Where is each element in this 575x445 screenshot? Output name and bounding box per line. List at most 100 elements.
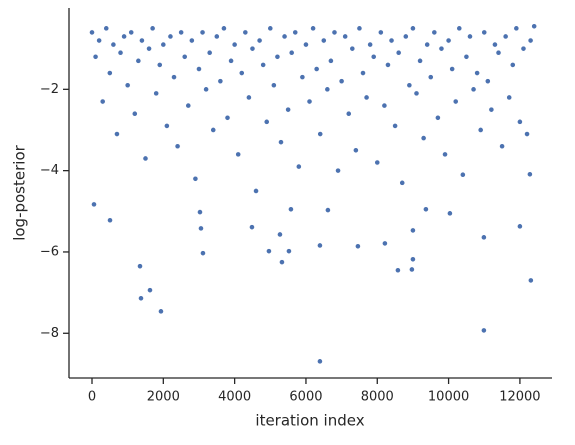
- point: [442, 151, 448, 158]
- point: [402, 33, 409, 40]
- point: [288, 206, 294, 213]
- point: [200, 250, 206, 257]
- point: [178, 29, 185, 36]
- x-tick-label: 12000: [499, 390, 540, 405]
- point: [395, 267, 401, 274]
- point: [142, 155, 149, 162]
- point: [171, 74, 177, 81]
- point: [320, 37, 327, 44]
- point: [474, 70, 481, 76]
- point: [266, 248, 272, 255]
- point: [363, 94, 370, 101]
- point: [156, 62, 163, 68]
- point: [342, 33, 349, 40]
- point: [279, 259, 285, 266]
- point: [408, 266, 415, 273]
- point: [249, 224, 255, 231]
- point: [480, 234, 487, 241]
- y-tick-label: −6: [40, 244, 59, 259]
- y-tick-label: −2: [40, 82, 59, 97]
- point: [527, 277, 534, 284]
- point: [434, 114, 441, 121]
- point: [492, 41, 498, 48]
- point: [382, 240, 388, 247]
- point: [520, 45, 527, 52]
- point: [117, 49, 124, 56]
- point: [224, 114, 231, 121]
- point: [92, 53, 99, 60]
- point: [131, 110, 138, 117]
- point: [392, 123, 399, 129]
- point: [249, 45, 256, 52]
- point: [456, 25, 463, 32]
- point: [370, 53, 377, 60]
- point: [196, 66, 202, 72]
- point: [137, 263, 143, 270]
- point: [96, 37, 103, 44]
- point: [124, 82, 131, 89]
- point: [470, 86, 477, 93]
- point: [292, 29, 299, 36]
- point: [338, 78, 345, 85]
- x-tick-label: 2000: [147, 390, 180, 405]
- point: [267, 25, 274, 32]
- point: [310, 25, 316, 32]
- point: [99, 98, 106, 105]
- point: [253, 188, 259, 194]
- point: [488, 106, 495, 113]
- point: [388, 37, 395, 44]
- x-axis-label: iteration index: [255, 412, 364, 430]
- x-tick-label: 8000: [361, 390, 394, 405]
- point: [160, 41, 167, 48]
- point: [238, 70, 245, 76]
- point: [149, 25, 156, 32]
- point: [107, 217, 113, 224]
- point: [245, 94, 252, 101]
- point: [438, 45, 445, 52]
- point: [217, 78, 224, 85]
- point: [345, 110, 352, 117]
- point: [410, 227, 416, 234]
- point: [121, 33, 127, 40]
- point: [198, 225, 204, 232]
- point: [114, 131, 120, 137]
- point: [356, 25, 363, 32]
- point: [524, 131, 530, 137]
- point: [367, 41, 374, 48]
- x-tick-label: 4000: [218, 390, 251, 405]
- y-tick-label: −8: [40, 326, 59, 341]
- point: [502, 33, 509, 40]
- x-tick-label: 0: [88, 390, 96, 405]
- point: [288, 49, 295, 56]
- point: [410, 25, 416, 32]
- y-axis-label: log-posterior: [11, 144, 29, 240]
- point: [235, 151, 242, 158]
- point: [467, 33, 473, 40]
- point: [174, 143, 181, 150]
- point: [324, 86, 331, 93]
- point: [277, 231, 283, 238]
- point: [228, 57, 234, 64]
- point: [413, 90, 420, 97]
- point: [89, 29, 95, 36]
- point: [447, 210, 453, 217]
- point: [167, 33, 174, 40]
- point: [381, 102, 388, 109]
- point: [423, 206, 429, 213]
- point: [317, 131, 324, 137]
- point: [477, 127, 484, 133]
- point: [513, 25, 520, 32]
- point: [481, 29, 488, 36]
- point: [484, 78, 491, 85]
- point: [531, 23, 538, 30]
- point: [463, 53, 470, 60]
- point: [274, 53, 281, 60]
- point: [420, 135, 427, 142]
- point: [91, 201, 97, 208]
- point: [449, 66, 456, 72]
- point: [506, 94, 513, 101]
- point: [146, 45, 152, 52]
- point: [317, 358, 323, 365]
- point: [147, 287, 153, 294]
- point: [260, 62, 267, 68]
